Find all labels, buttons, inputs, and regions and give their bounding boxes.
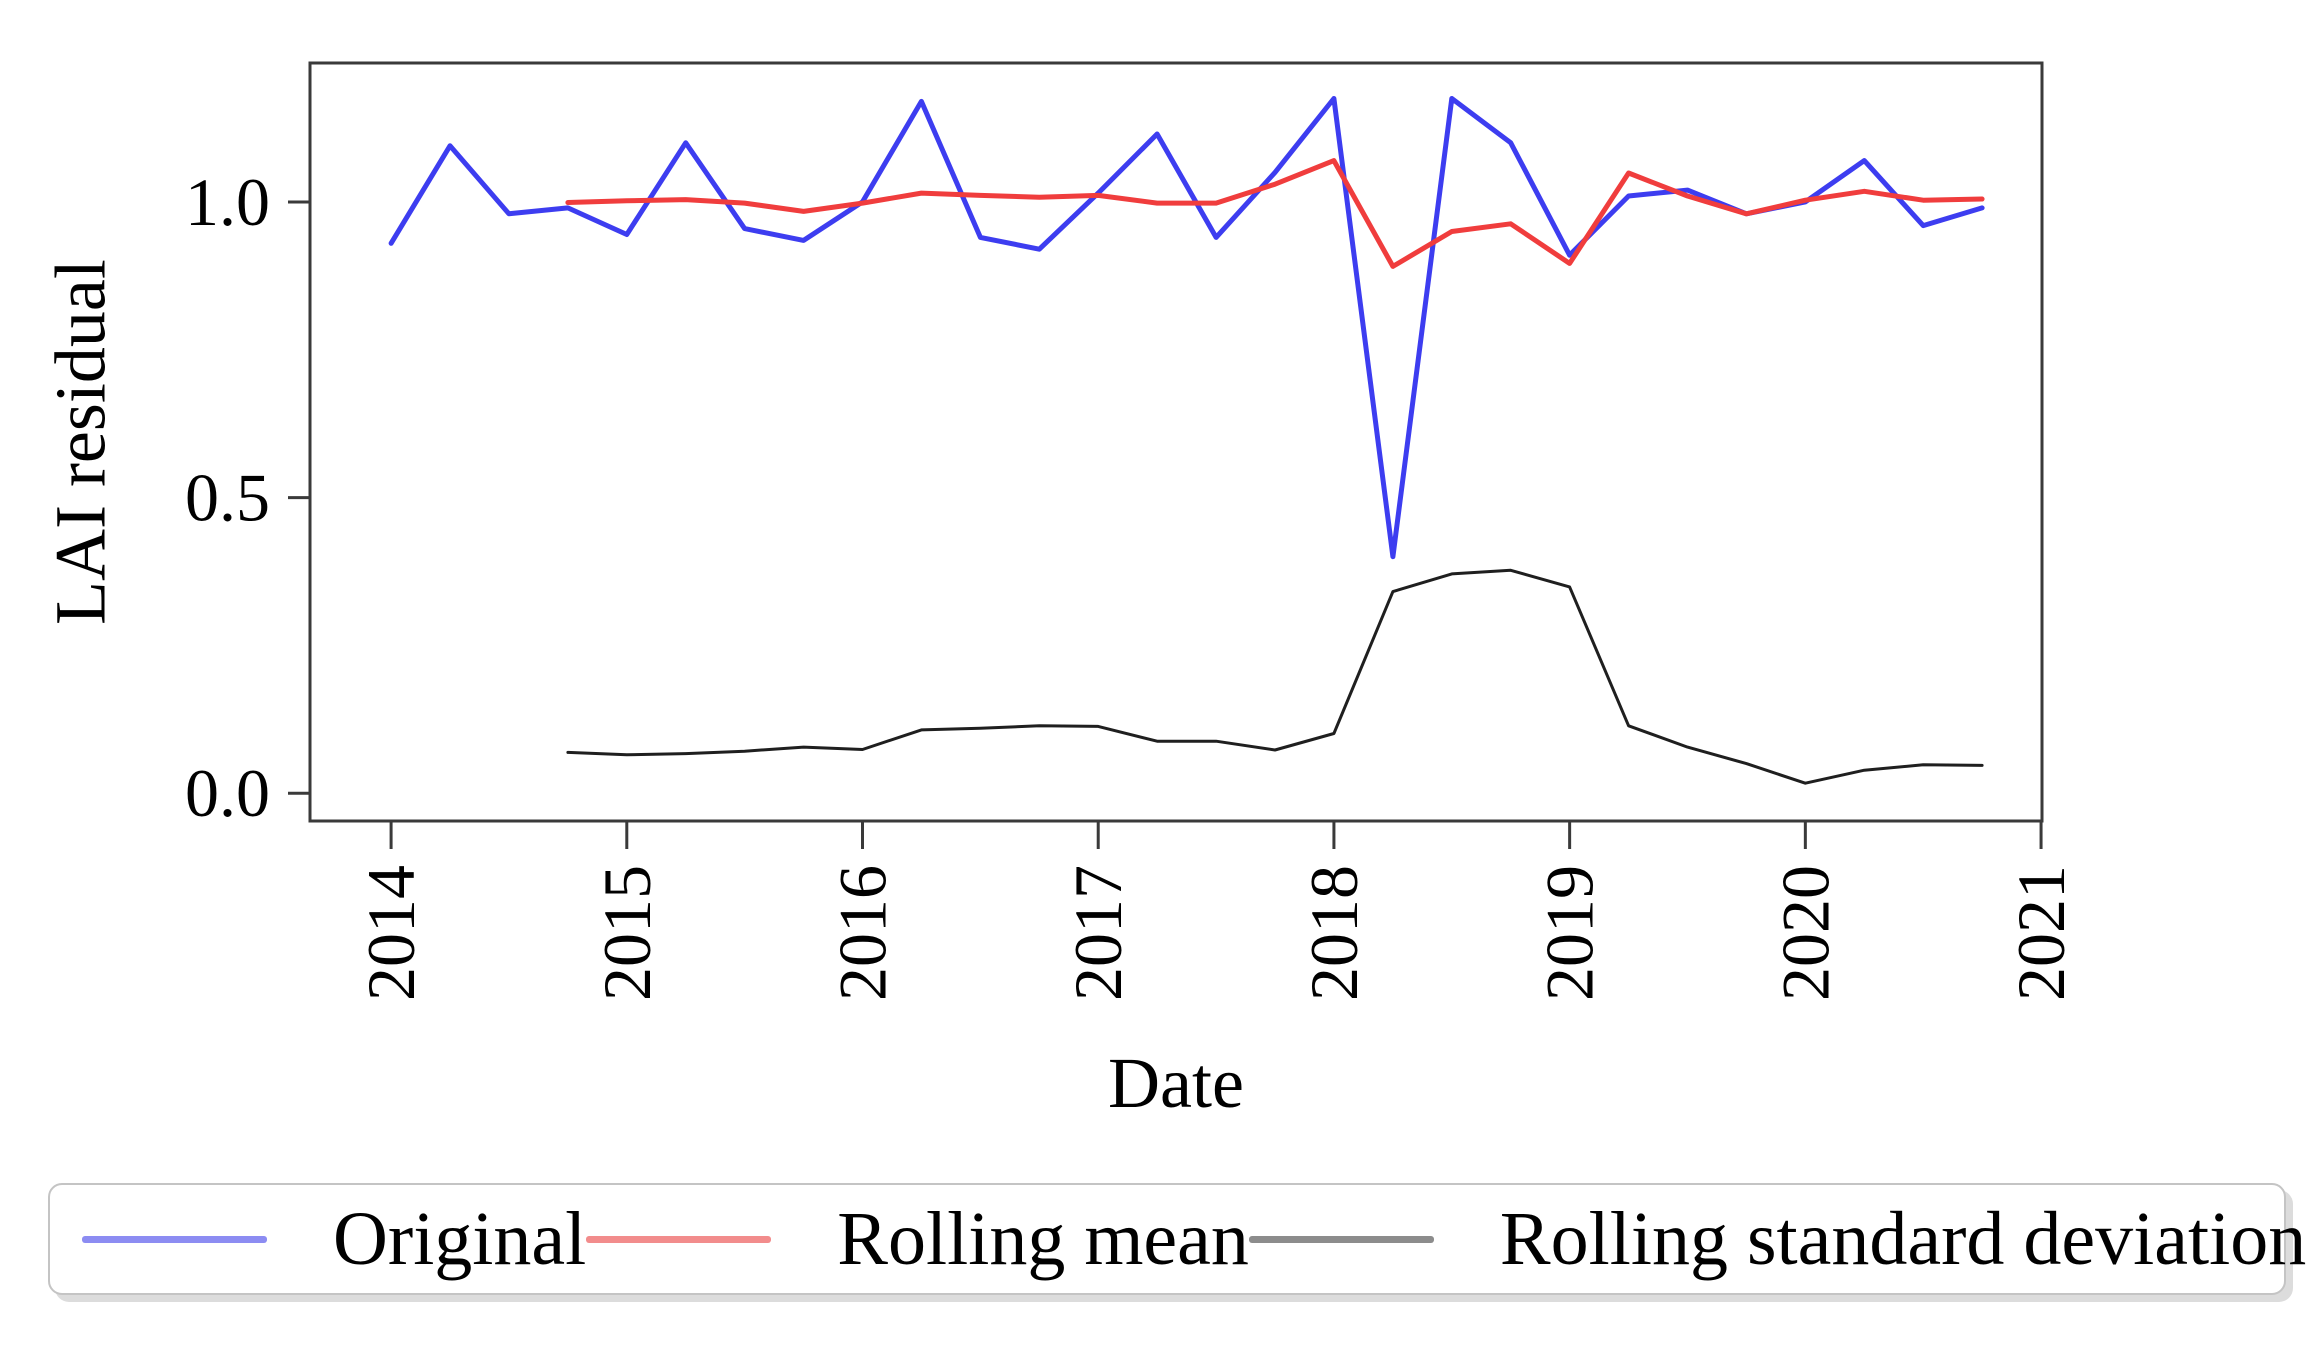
svg-text:2017: 2017 bbox=[1060, 865, 1136, 1001]
legend-box: Original Rolling mean Rolling standard d… bbox=[48, 1183, 2306, 1295]
original-line-swatch bbox=[82, 1235, 267, 1243]
legend-label-rolling-mean: Rolling mean bbox=[837, 1196, 1249, 1281]
svg-text:2016: 2016 bbox=[825, 865, 901, 1001]
rolling-std-line-swatch bbox=[1248, 1235, 1434, 1243]
rolling-mean-line-swatch bbox=[586, 1235, 772, 1243]
legend-item-original: Original bbox=[82, 1196, 586, 1283]
y-axis-title: LAI residual bbox=[40, 259, 121, 625]
svg-text:2015: 2015 bbox=[589, 865, 665, 1001]
legend-label-original: Original bbox=[333, 1196, 587, 1281]
svg-text:1.0: 1.0 bbox=[185, 164, 270, 240]
x-axis-title: Date bbox=[1108, 1043, 1244, 1123]
svg-text:2019: 2019 bbox=[1532, 865, 1608, 1001]
svg-text:2021: 2021 bbox=[2003, 865, 2079, 1001]
svg-text:2020: 2020 bbox=[1767, 865, 1843, 1001]
svg-text:0.0: 0.0 bbox=[185, 755, 270, 831]
svg-text:2014: 2014 bbox=[353, 865, 429, 1001]
svg-text:0.5: 0.5 bbox=[185, 460, 270, 536]
svg-text:2018: 2018 bbox=[1296, 865, 1372, 1001]
legend-label-rolling-std: Rolling standard deviation bbox=[1499, 1196, 2307, 1281]
legend-item-rolling-mean: Rolling mean bbox=[586, 1196, 1249, 1283]
legend-item-rolling-std: Rolling standard deviation bbox=[1248, 1196, 2307, 1283]
